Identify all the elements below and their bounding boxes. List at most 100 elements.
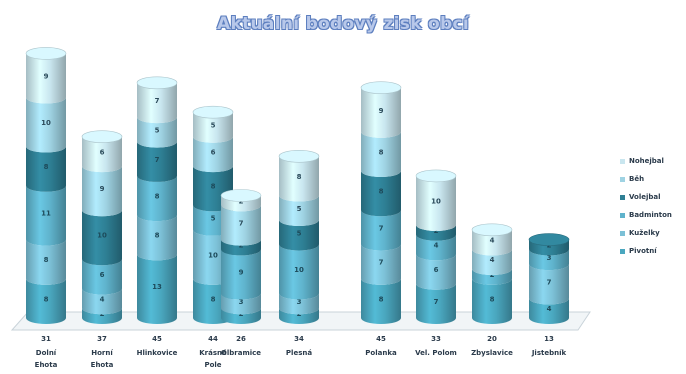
legend-swatch xyxy=(620,194,625,200)
bar-column: 764210 xyxy=(415,169,457,324)
bar-segment xyxy=(221,249,261,300)
bar-segment xyxy=(82,259,122,295)
bar-segment xyxy=(137,215,177,261)
data-label: 8 xyxy=(379,295,384,303)
legend-label: Kuželky xyxy=(629,229,660,237)
bar-segment xyxy=(416,175,457,231)
bar-segment xyxy=(221,308,261,324)
legend-swatch xyxy=(620,176,625,182)
data-label: 6 xyxy=(434,266,439,274)
bar-segment xyxy=(221,195,261,212)
bar-column: 8 8 11 8 10 9 xyxy=(25,47,67,324)
bar-segment xyxy=(193,136,233,173)
category-total-label: 33 xyxy=(431,335,441,343)
bar-segment xyxy=(472,249,512,275)
bar-segment xyxy=(416,234,457,261)
data-label: 11 xyxy=(41,210,51,218)
data-label: 4 xyxy=(547,305,552,313)
data-label: 3 xyxy=(239,298,244,306)
data-label: 7 xyxy=(379,224,384,232)
bar-cap xyxy=(136,76,178,90)
data-label: 8 xyxy=(297,173,302,181)
category-labels-layer: 31 Dolní Ehota 37 Horní Ehota 45 Hlinkovice 44 Kr… xyxy=(35,335,567,369)
category-total-label: 44 xyxy=(208,335,218,343)
legend-label: Nohejbal xyxy=(629,157,664,165)
legend-swatch xyxy=(620,248,625,254)
category-name-label: Polanka xyxy=(365,349,397,357)
bar-segment xyxy=(26,239,66,285)
data-label: 8 xyxy=(44,295,49,303)
data-label: 5 xyxy=(297,205,302,213)
bar-segment xyxy=(472,278,512,324)
legend-item: Nohejbal xyxy=(620,152,684,170)
data-label: 8 xyxy=(44,256,49,264)
data-label: 9 xyxy=(239,268,244,276)
category-total-label: 26 xyxy=(236,335,246,343)
bar-segment xyxy=(361,244,402,285)
category-total-label: 37 xyxy=(97,335,107,343)
category-total-label: 45 xyxy=(152,335,162,343)
bar-segment xyxy=(361,87,402,138)
category-name-label: Dolní xyxy=(36,349,57,357)
category-total-label: 20 xyxy=(487,335,497,343)
bars-layer: 8811810924610961388757810586523927223105… xyxy=(25,47,570,324)
bar-segment xyxy=(361,210,402,251)
category-name-label: Ehota xyxy=(35,361,58,369)
category-name-label: Horní xyxy=(91,349,113,357)
legend-item: Běh xyxy=(620,170,684,188)
bar-segment xyxy=(82,308,122,324)
legend-label: Běh xyxy=(629,175,645,183)
category-total-label: 45 xyxy=(376,335,386,343)
data-label: 3 xyxy=(297,298,302,306)
category-name-label: Plesná xyxy=(286,349,312,357)
bar-cap xyxy=(360,81,402,94)
data-label: 6 xyxy=(211,148,216,156)
bar-cap xyxy=(528,233,570,246)
bar-segment xyxy=(82,288,122,315)
bar-cap xyxy=(471,223,513,237)
data-label: 8 xyxy=(155,193,160,201)
chart-title: Aktuální bodový zisk obcí xyxy=(217,14,469,34)
bar-cap xyxy=(192,105,234,119)
bar-segment xyxy=(193,112,233,143)
bar-segment xyxy=(26,185,66,246)
data-label: 3 xyxy=(547,254,552,262)
category-name-label: Zbyslavice xyxy=(471,349,513,357)
category-name-label: Vel. Polom xyxy=(415,349,457,357)
data-label: 7 xyxy=(379,259,384,267)
bar-segment xyxy=(361,278,402,324)
bar-column: 2310558 xyxy=(278,150,320,324)
bar-segment xyxy=(82,166,122,217)
legend-item: Badminton xyxy=(620,206,684,224)
bar-segment xyxy=(529,239,569,256)
bar-segment xyxy=(472,229,512,256)
bar-segment xyxy=(137,117,177,148)
data-label: 7 xyxy=(434,298,439,306)
bar-segment xyxy=(137,254,177,324)
bar-cap xyxy=(415,169,457,183)
legend-swatch xyxy=(620,158,625,164)
bar-segment xyxy=(26,278,66,324)
data-label: 5 xyxy=(155,126,160,134)
category-name-label: Hlinkovice xyxy=(137,349,178,357)
bar-segment xyxy=(361,171,402,217)
category-total-label: 13 xyxy=(544,335,554,343)
category-total-label: 34 xyxy=(294,335,304,343)
bar-segment xyxy=(416,224,457,241)
data-label: 10 xyxy=(41,119,51,127)
bar-column: 13 8 8 7 5 7 xyxy=(136,76,178,324)
category-name-label: Pole xyxy=(204,361,221,369)
bar-segment xyxy=(26,97,66,153)
data-label: 8 xyxy=(379,188,384,196)
data-label: 8 xyxy=(155,232,160,240)
category-name-label: Ehota xyxy=(91,361,114,369)
data-label: 9 xyxy=(379,107,384,115)
bar-segment xyxy=(26,53,66,104)
bar-column: 2461096 xyxy=(81,130,123,324)
data-label: 13 xyxy=(152,283,162,291)
bar-segment xyxy=(361,131,402,177)
legend-label: Volejbal xyxy=(629,193,661,201)
data-label: 8 xyxy=(211,295,216,303)
bar-segment xyxy=(416,283,457,324)
